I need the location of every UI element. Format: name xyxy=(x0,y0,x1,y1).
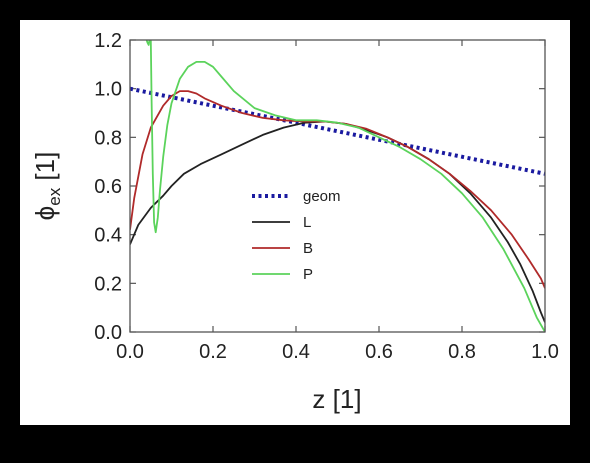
x-tick-label: 0.0 xyxy=(116,341,144,363)
x-tick-label: 0.6 xyxy=(365,341,393,363)
series-line-extra xyxy=(145,40,151,46)
series-line-L xyxy=(130,120,545,323)
x-tick-label: 0.8 xyxy=(448,341,476,363)
y-tick-label: 0.0 xyxy=(94,322,122,344)
y-tick-label: 0.6 xyxy=(94,176,122,198)
x-tick-label: 0.2 xyxy=(199,341,227,363)
legend-label-L: L xyxy=(303,214,311,231)
y-tick-label: 1.2 xyxy=(94,30,122,52)
plot-frame xyxy=(129,39,546,333)
series-line-geom xyxy=(130,86,545,176)
y-tick-label: 0.4 xyxy=(94,225,122,247)
y-tick-label: 0.8 xyxy=(94,127,122,149)
x-tick-label: 1.0 xyxy=(531,341,559,363)
legend-label-B: B xyxy=(303,240,313,257)
legend-label-P: P xyxy=(303,266,313,283)
y-axis-label-main: ϕ xyxy=(30,206,60,221)
series-line-B xyxy=(130,90,545,289)
figure-panel: 0.0 0.2 0.4 0.6 0.8 1.0 0.0 0.2 0.4 0.6 0.8 1.0 1.2 … xyxy=(20,20,570,425)
y-tick-label: 1.0 xyxy=(94,79,122,101)
y-tick-label: 0.2 xyxy=(94,273,122,295)
x-tick-label: 0.4 xyxy=(282,341,310,363)
legend-label-geom: geom xyxy=(303,188,341,205)
x-axis-label: z [1] xyxy=(312,384,361,414)
series-line-P xyxy=(149,40,545,332)
y-axis-label: ϕex [1] xyxy=(30,152,64,221)
chart: 0.0 0.2 0.4 0.6 0.8 1.00.00.20.40.60.81.01.2 … xyxy=(30,30,559,414)
y-axis-label-sub: ex xyxy=(45,187,64,205)
y-axis-label-unit: [1] xyxy=(30,152,60,188)
